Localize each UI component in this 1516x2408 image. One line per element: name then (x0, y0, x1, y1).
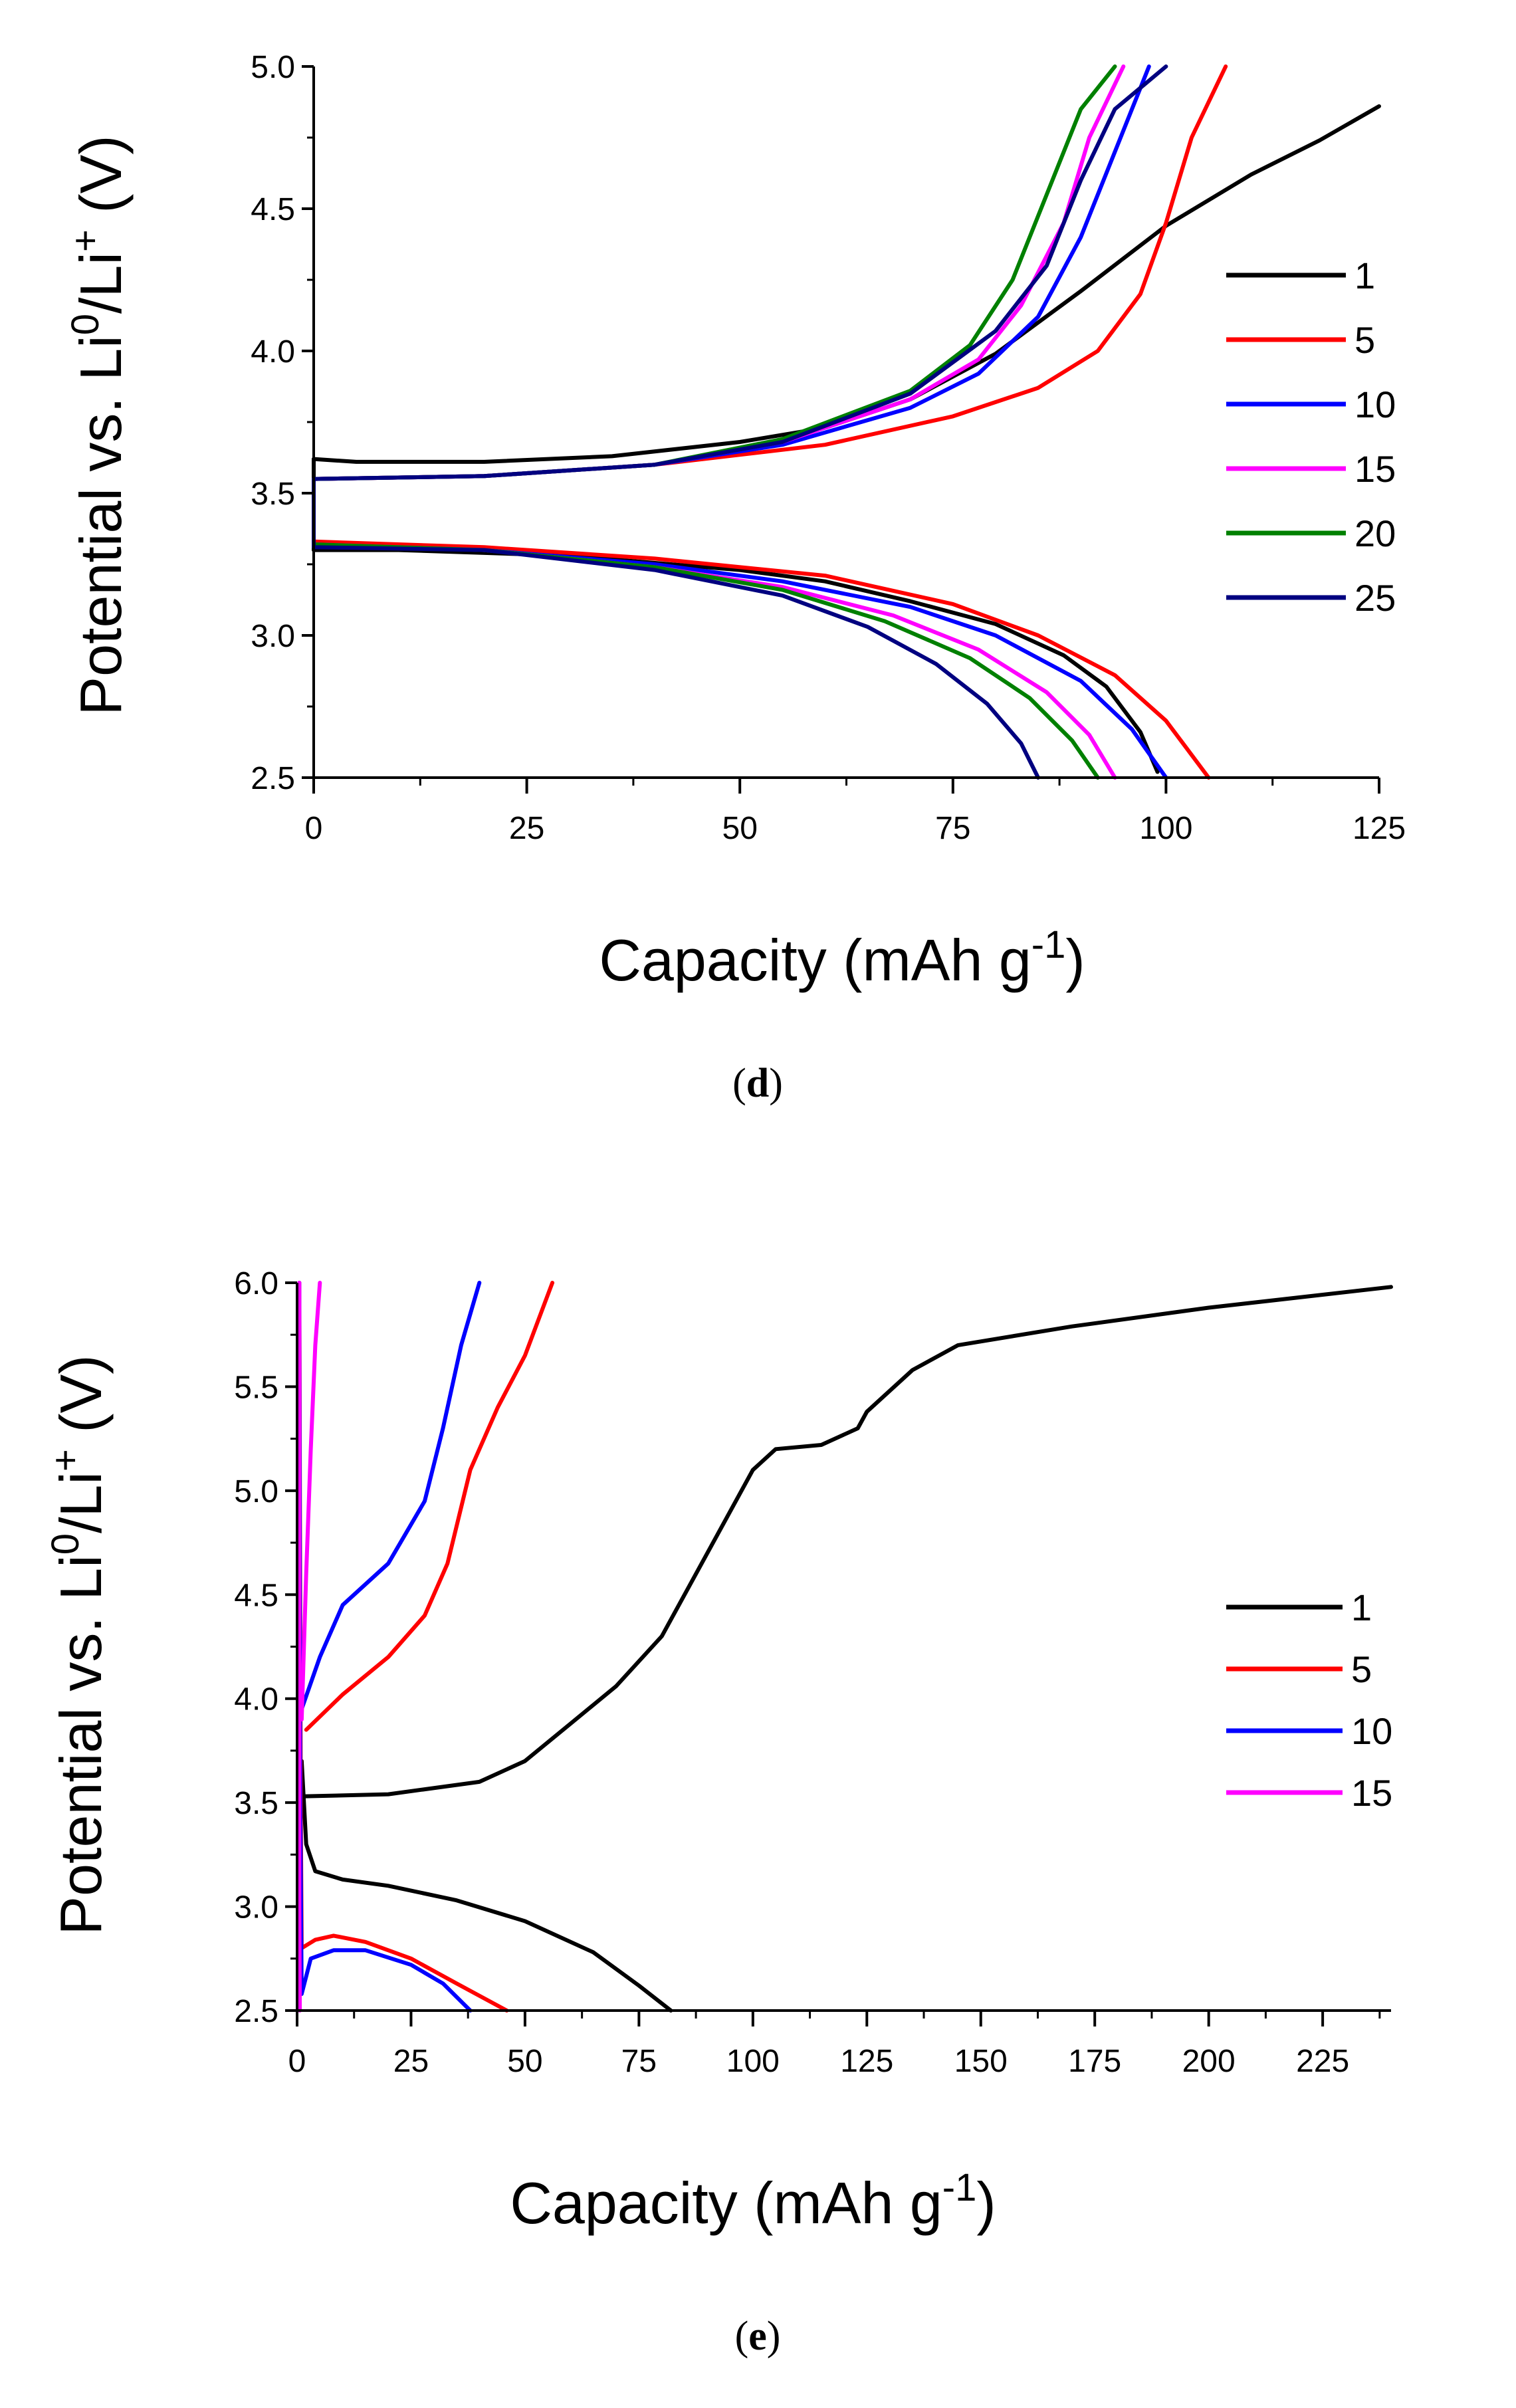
panel-d-x-tick-label: 50 (722, 811, 758, 846)
panel-d-series-15-discharge-line (312, 477, 1117, 780)
panel-e-y-tick-label: 3.5 (234, 1786, 278, 1821)
panel-e-axes: 2.5 3.0 3.5 4.0 4.5 5.0 5.5 6.0 0 25 50 75 100 125 150… (234, 1266, 1391, 2079)
panel-e-legend-label-15: 15 (1351, 1772, 1392, 1814)
panel-d-series-5-charge-line (312, 64, 1228, 481)
panel-d-series-1-discharge-line (312, 457, 1160, 774)
panel-d-legend-label-20: 20 (1354, 512, 1396, 554)
panel-d-legend-label-5: 5 (1354, 319, 1375, 361)
panel-d-y-tick-label: 3.5 (251, 477, 295, 512)
panel-d-x-tick-label: 100 (1139, 811, 1192, 846)
panel-e-legend-label-10: 10 (1351, 1710, 1392, 1752)
panel-e-x-tick-label: 50 (507, 2044, 542, 2079)
panel-e-legend-label-1: 1 (1351, 1587, 1372, 1628)
panel-d-x-tick-label: 75 (935, 811, 970, 846)
panel-e-series-1-discharge-line (299, 1759, 673, 2013)
panel-e-y-axis-title: Potential vs. Li0/Li+ (V) (44, 1355, 114, 1935)
panel-d-legend-label-1: 1 (1354, 255, 1375, 296)
panel-d-series-25-charge-line (312, 64, 1168, 481)
panel-e-x-tick-label: 175 (1068, 2044, 1121, 2079)
panel-e-y-tick-label: 3.0 (234, 1890, 278, 1925)
panel-e-x-tick-label: 25 (393, 2044, 429, 2079)
panel-e-series-15-discharge-line (297, 1281, 302, 2013)
panel-e-caption: (e) (735, 2314, 781, 2359)
panel-e-series-15-charge-line (299, 1281, 322, 1721)
panel-e-series-5-discharge-line (297, 1281, 509, 2013)
panel-d-series-15-charge-line (312, 64, 1126, 481)
panel-e-y-tick-label: 6.0 (234, 1266, 278, 1301)
panel-e-x-tick-label: 75 (621, 2044, 657, 2079)
panel-e-y-tick-label: 5.0 (234, 1474, 278, 1509)
panel-e-series-1-charge-line (299, 1285, 1393, 1799)
panel-e-series-5-charge-line (304, 1281, 555, 1732)
panel-e-x-tick-label: 200 (1182, 2044, 1236, 2079)
panel-e-y-tick-label: 4.0 (234, 1682, 278, 1717)
panel-e-x-tick-label: 100 (726, 2044, 780, 2079)
panel-d-axes: 2.53.03.54.04.55.00 25 50 75 100 125 (251, 50, 1406, 846)
panel-e-x-tick-label: 150 (954, 2044, 1008, 2079)
panel-d-series-5-discharge-line (312, 477, 1211, 780)
panel-e-x-tick-label: 225 (1296, 2044, 1349, 2079)
panel-d-y-tick-label: 2.5 (251, 761, 295, 796)
panel-d-x-tick-label: 125 (1353, 811, 1406, 846)
panel-d-x-tick-label: 0 (305, 811, 323, 846)
panel-d-x-tick-label: 25 (509, 811, 544, 846)
panel-d-y-axis-title: Potential vs. Li0/Li+ (V) (64, 135, 134, 715)
panel-e-series (297, 1281, 1393, 2013)
panel-d-y-tick-label: 3.0 (251, 619, 295, 654)
panel-d-series-10-charge-line (312, 64, 1151, 481)
panel-e-y-tick-label: 2.5 (234, 1994, 278, 2029)
panel-d-legend-label-25: 25 (1354, 577, 1396, 619)
panel-d-legend-label-15: 15 (1354, 448, 1396, 490)
panel-d-series-1-charge-line (312, 104, 1381, 464)
panel-e-y-tick-label: 4.5 (234, 1578, 278, 1613)
panel-e-chart: 2.5 3.0 3.5 4.0 4.5 5.0 5.5 6.0 0 25 50 75 100 125 150… (44, 1266, 1393, 2359)
panel-d-chart: 2.53.03.54.04.55.00 25 50 75 100 125 15101520… (64, 50, 1406, 1106)
panel-d-y-tick-label: 5.0 (251, 50, 295, 85)
panel-d-caption: (d) (732, 1061, 783, 1106)
panel-d-series-10-discharge-line (312, 477, 1168, 780)
panel-d-x-axis-title: Capacity (mAh g-1) (599, 923, 1085, 993)
panel-e-x-tick-label: 125 (840, 2044, 893, 2079)
panel-e-x-tick-label: 0 (288, 2044, 306, 2079)
panel-d-series-25-discharge-line (312, 477, 1040, 780)
panel-d-series (312, 64, 1381, 780)
panel-d-legend-label-10: 10 (1354, 383, 1396, 425)
panel-d-y-tick-label: 4.0 (251, 334, 295, 370)
panel-e-series-10-charge-line (299, 1281, 482, 1711)
panel-d-series-20-charge-line (312, 64, 1117, 481)
panel-e-y-tick-label: 5.5 (234, 1370, 278, 1405)
panel-e-x-axis-title: Capacity (mAh g-1) (510, 2166, 996, 2236)
panel-e-legend-label-5: 5 (1351, 1648, 1372, 1690)
panel-d-y-tick-label: 4.5 (251, 192, 295, 227)
